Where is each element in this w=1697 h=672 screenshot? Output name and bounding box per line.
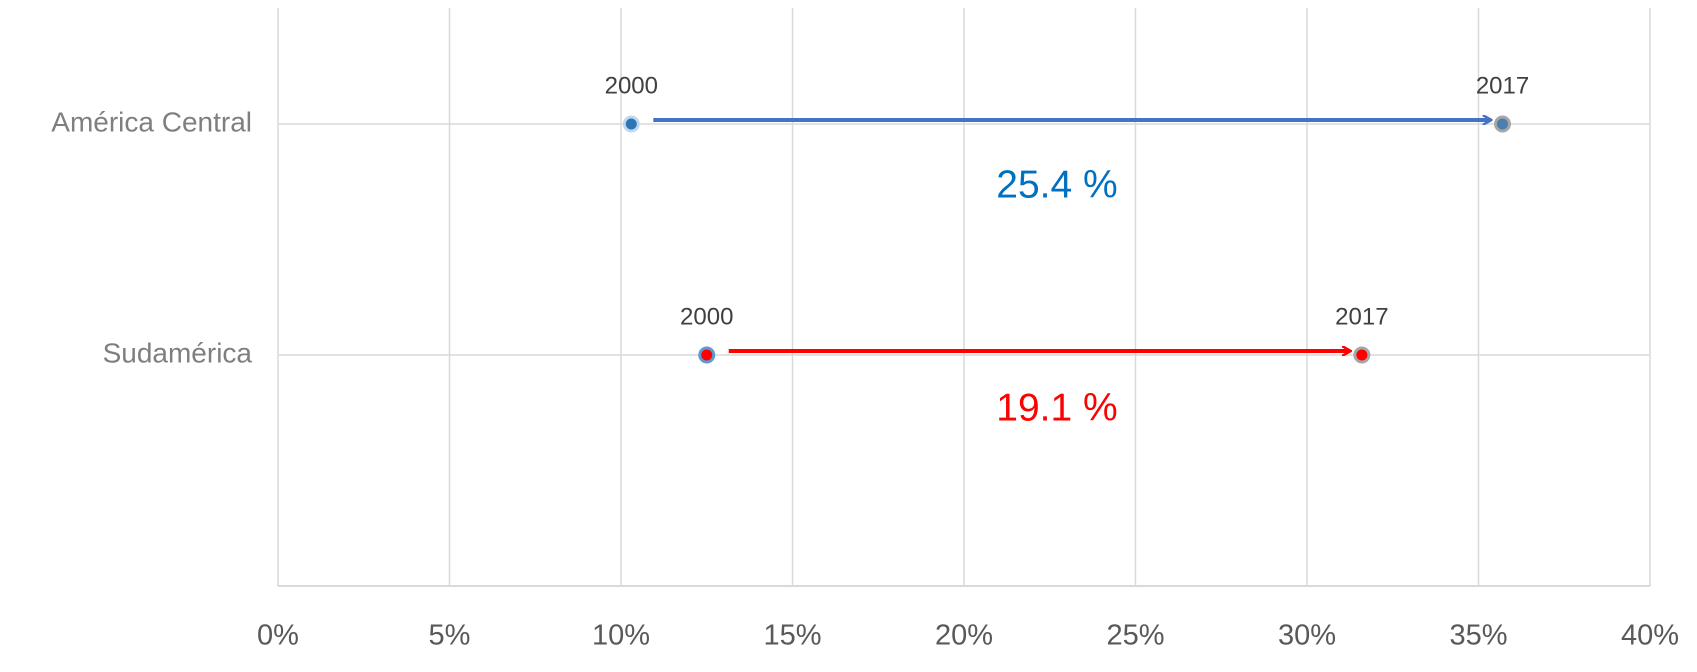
point bbox=[698, 346, 716, 364]
x-tick-label: 25% bbox=[1106, 620, 1164, 652]
point bbox=[622, 115, 640, 133]
x-tick-label: 0% bbox=[257, 620, 299, 652]
x-tick-label: 10% bbox=[592, 620, 650, 652]
x-tick-label: 15% bbox=[763, 620, 821, 652]
x-tick-label: 35% bbox=[1449, 620, 1507, 652]
change-label: 25.4 % bbox=[996, 163, 1117, 206]
point-label: 2017 bbox=[1335, 303, 1388, 330]
point-label: 2017 bbox=[1476, 72, 1529, 99]
category-label: Sudamérica bbox=[103, 337, 253, 368]
x-tick-label: 5% bbox=[429, 620, 471, 652]
x-tick-label: 20% bbox=[935, 620, 993, 652]
category-label: América Central bbox=[51, 106, 252, 137]
point bbox=[1494, 115, 1512, 133]
x-tick-label: 30% bbox=[1278, 620, 1336, 652]
point bbox=[1353, 346, 1371, 364]
point-label: 2000 bbox=[605, 72, 658, 99]
point-label: 2000 bbox=[680, 303, 733, 330]
change-label: 19.1 % bbox=[996, 386, 1117, 429]
x-tick-label: 40% bbox=[1621, 620, 1679, 652]
